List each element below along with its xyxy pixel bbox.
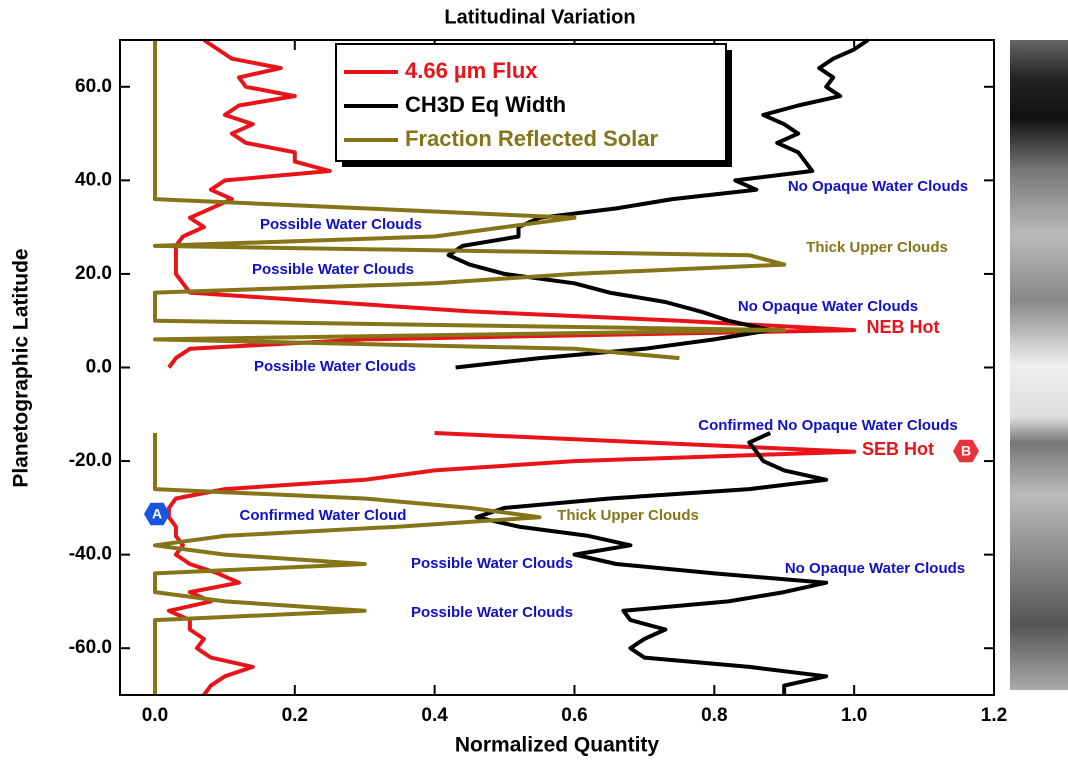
legend: 4.66 µm Flux CH3D Eq Width Fraction Reflec… (335, 43, 732, 167)
marker-hexagon (144, 502, 170, 526)
legend-label: CH3D Eq Width (405, 92, 566, 117)
x-tick-label: 0.8 (701, 705, 727, 726)
legend-label: 4.66 µm Flux (405, 58, 538, 83)
y-tick-label: -60.0 (69, 637, 112, 658)
annotation: Thick Upper Clouds (806, 239, 948, 256)
y-tick-label: 40.0 (75, 169, 112, 190)
annotation: Confirmed No Opaque Water Clouds (698, 417, 957, 434)
y-tick-label: 60.0 (75, 76, 112, 97)
annotation: Possible Water Clouds (411, 604, 573, 621)
x-tick-label: 0.0 (142, 705, 168, 726)
series-line (446, 38, 870, 695)
x-axis-label: Normalized Quantity (455, 734, 660, 757)
marker-hexagon (953, 439, 979, 463)
y-tick-label: -40.0 (69, 544, 112, 565)
annotation: No Opaque Water Clouds (788, 178, 968, 195)
annotation: No Opaque Water Clouds (738, 298, 918, 315)
y-tick-label: -20.0 (69, 450, 112, 471)
annotation: NEB Hot (867, 317, 940, 337)
x-tick-label: 1.0 (841, 705, 867, 726)
annotation: SEB Hot (862, 439, 934, 459)
y-tick-label: 20.0 (75, 263, 112, 284)
image-strip (1010, 40, 1068, 690)
annotation: Possible Water Clouds (254, 358, 416, 375)
annotation: No Opaque Water Clouds (785, 560, 965, 577)
x-tick-label: 0.4 (421, 705, 448, 726)
annotation: Thick Upper Clouds (557, 507, 699, 524)
marker-label: A (152, 506, 162, 522)
legend-label: Fraction Reflected Solar (405, 126, 659, 151)
annotation: Possible Water Clouds (411, 555, 573, 572)
x-tick-label: 1.2 (981, 705, 1007, 726)
plot-frame (119, 39, 995, 696)
annotation: Possible Water Clouds (260, 216, 422, 233)
y-tick-label: 0.0 (86, 357, 112, 378)
legend-box (335, 43, 727, 162)
annotation: Confirmed Water Cloud (240, 507, 407, 524)
chart-title: Latitudinal Variation (444, 6, 635, 28)
annotation: Possible Water Clouds (252, 261, 414, 278)
x-tick-label: 0.6 (561, 705, 587, 726)
x-tick-label: 0.2 (282, 705, 308, 726)
y-axis-label: Planetographic Latitude (10, 248, 33, 487)
series-line (153, 40, 787, 695)
marker-label: B (961, 443, 971, 459)
